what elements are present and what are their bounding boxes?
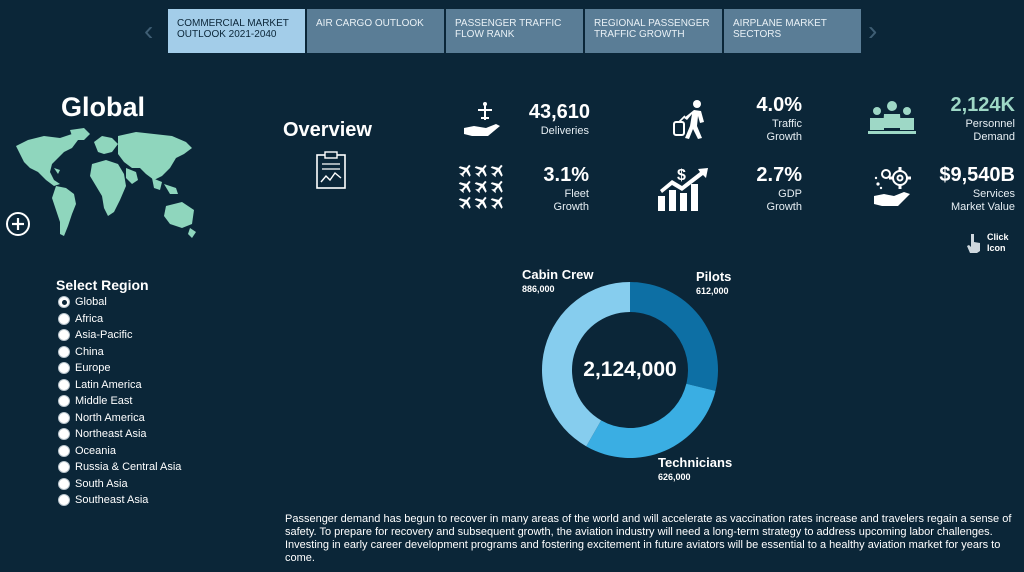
radio-button[interactable] <box>58 296 70 309</box>
region-option-africa[interactable]: Africa <box>58 311 181 328</box>
radio-button[interactable] <box>58 411 70 424</box>
services-market-label-1: Services <box>972 188 1015 200</box>
gdp-bar-chart-icon[interactable]: $ <box>656 166 712 212</box>
fleet-growth-label-1: Fleet <box>564 188 589 200</box>
region-option-middle-east[interactable]: Middle East <box>58 393 181 410</box>
pointer-hand-icon <box>967 234 980 253</box>
tab-regional-passenger-traffic-growth[interactable]: REGIONAL PASSENGER TRAFFIC GROWTH <box>585 9 722 53</box>
fleet-growth-label-2: Growth <box>553 201 589 213</box>
region-option-north-america[interactable]: North America <box>58 410 181 427</box>
tab-passenger-traffic-flow-rank[interactable]: PASSENGER TRAFFIC FLOW RANK <box>446 9 583 53</box>
region-option-latin-america[interactable]: Latin America <box>58 377 181 394</box>
region-radio-list: Global Africa Asia-Pacific China Europe … <box>58 294 181 509</box>
radio-button[interactable] <box>58 395 70 408</box>
region-option-oceania[interactable]: Oceania <box>58 443 181 460</box>
personnel-demand-value: 2,124K <box>950 94 1016 116</box>
radio-button[interactable] <box>58 312 70 325</box>
radio-button[interactable] <box>58 329 70 342</box>
tab-bar: ‹ COMMERCIAL MARKET OUTLOOK 2021-2040 AI… <box>140 9 890 53</box>
donut-segment-cabin-crew[interactable] <box>542 282 630 447</box>
select-region-heading: Select Region <box>56 277 149 293</box>
donut-total: 2,124,000 <box>583 358 676 381</box>
radio-button[interactable] <box>58 444 70 457</box>
donut-label-cabin-crew: Cabin Crew 886,000 <box>522 267 594 294</box>
zoom-in-icon[interactable] <box>5 211 31 237</box>
gdp-growth-label-1: GDP <box>778 188 802 200</box>
traffic-growth-value: 4.0% <box>756 94 802 116</box>
deliveries-value: 43,610 <box>528 101 590 123</box>
donut-label-pilots: Pilots 612,000 <box>696 269 732 296</box>
donut-segment-technicians[interactable] <box>586 383 716 458</box>
services-market-label-2: Market Value <box>951 201 1015 213</box>
region-option-china[interactable]: China <box>58 344 181 361</box>
radio-button[interactable] <box>58 362 70 375</box>
gdp-growth-value: 2.7% <box>756 164 802 186</box>
overview-heading: Overview <box>283 119 372 141</box>
gdp-growth-label-2: Growth <box>766 201 802 213</box>
personnel-demand-label-2: Demand <box>973 131 1015 143</box>
services-market-value: $9,540B <box>939 164 1015 186</box>
tab-commercial-market-outlook[interactable]: COMMERCIAL MARKET OUTLOOK 2021-2040 <box>168 9 305 53</box>
airplane-delivery-hand-icon[interactable] <box>462 100 504 140</box>
personnel-group-icon[interactable] <box>868 100 916 136</box>
click-icon-hint: Click Icon <box>965 232 1009 254</box>
fleet-growth-value: 3.1% <box>543 164 589 186</box>
description-text: Passenger demand has begun to recover in… <box>285 513 1012 564</box>
services-gear-hand-icon[interactable] <box>872 164 918 210</box>
traveler-luggage-icon[interactable] <box>670 98 712 142</box>
radio-button[interactable] <box>58 378 70 391</box>
region-title: Global <box>61 92 146 122</box>
svg-text:$: $ <box>677 167 686 184</box>
traffic-growth-label-1: Traffic <box>772 118 802 130</box>
clipboard-chart-icon[interactable] <box>314 150 348 190</box>
region-option-south-asia[interactable]: South Asia <box>58 476 181 493</box>
tab-air-cargo-outlook[interactable]: AIR CARGO OUTLOOK <box>307 9 444 53</box>
donut-label-technicians: Technicians 626,000 <box>658 455 733 482</box>
tabs-prev-arrow-icon[interactable]: ‹ <box>144 15 154 46</box>
world-map[interactable] <box>14 128 200 248</box>
region-option-global[interactable]: Global <box>58 294 181 311</box>
airplane-fleet-icon[interactable] <box>458 162 506 210</box>
traffic-growth-label-2: Growth <box>766 131 802 143</box>
donut-segment-pilots[interactable] <box>630 282 718 391</box>
tab-airplane-market-sectors[interactable]: AIRPLANE MARKET SECTORS <box>724 9 861 53</box>
region-option-europe[interactable]: Europe <box>58 360 181 377</box>
region-option-russia-central-asia[interactable]: Russia & Central Asia <box>58 459 181 476</box>
region-option-southeast-asia[interactable]: Southeast Asia <box>58 492 181 509</box>
click-hint-line-2: Icon <box>987 243 1006 253</box>
radio-button[interactable] <box>58 477 70 490</box>
region-option-asia-pacific[interactable]: Asia-Pacific <box>58 327 181 344</box>
radio-button[interactable] <box>58 494 70 507</box>
personnel-donut-chart: 2,124,000 <box>542 282 718 458</box>
radio-button[interactable] <box>58 345 70 358</box>
deliveries-label: Deliveries <box>540 125 589 137</box>
click-hint-line-1: Click <box>987 232 1009 242</box>
personnel-demand-label-1: Personnel <box>965 118 1015 130</box>
radio-button[interactable] <box>58 461 70 474</box>
tabs-next-arrow-icon[interactable]: › <box>868 15 878 46</box>
region-option-northeast-asia[interactable]: Northeast Asia <box>58 426 181 443</box>
radio-button[interactable] <box>58 428 70 441</box>
